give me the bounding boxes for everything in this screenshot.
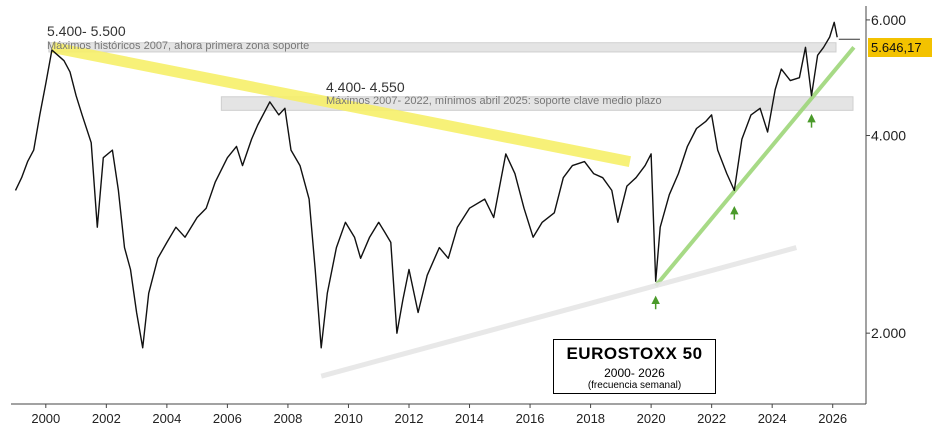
x-tick-label: 2026 (818, 411, 847, 426)
last-price-label: 5.646,17 (871, 40, 922, 55)
chart-period: 2000- 2026 (604, 366, 665, 380)
y-tick-label: 2.000 (871, 325, 906, 341)
support-arrow-icon (730, 205, 739, 220)
chart-title-box: EUROSTOXX 50 2000- 2026 (frecuencia sema… (553, 339, 716, 394)
long-term-trendline (320, 245, 798, 379)
chart-title: EUROSTOXX 50 (566, 344, 703, 363)
x-tick-label: 2008 (273, 411, 302, 426)
x-tick-label: 2010 (334, 411, 363, 426)
x-tick-label: 2000 (31, 411, 60, 426)
x-tick-label: 2020 (637, 411, 666, 426)
chart-frequency: (frecuencia semanal) (587, 380, 682, 391)
x-tick-label: 2024 (758, 411, 787, 426)
y-tick-label: 6.000 (871, 12, 906, 28)
zone-1-note: Máximos históricos 2007, ahora primera z… (47, 40, 309, 52)
x-tick-label: 2022 (697, 411, 726, 426)
x-tick-label: 2004 (152, 411, 181, 426)
zone-2-note: Máximos 2007- 2022, mínimos abril 2025: … (326, 95, 662, 107)
x-tick-label: 2012 (395, 411, 424, 426)
zone-1-label: 5.400- 5.500 (47, 23, 126, 39)
support-zone-1 (48, 42, 837, 53)
x-tick-label: 2016 (516, 411, 545, 426)
resistance-trendline (50, 41, 631, 168)
x-tick-label: 2018 (576, 411, 605, 426)
support-trendline (654, 46, 856, 288)
x-tick-label: 2006 (213, 411, 242, 426)
last-price-tag: 5.646,17 (868, 38, 932, 57)
x-tick-label: 2014 (455, 411, 484, 426)
price-line (14, 21, 838, 349)
plot-frame (11, 6, 867, 405)
support-arrow-icon (807, 113, 816, 128)
x-tick-label: 2002 (92, 411, 121, 426)
zone-2-label: 4.400- 4.550 (326, 79, 405, 95)
y-tick-label: 4.000 (871, 128, 906, 144)
support-arrow-icon (651, 295, 660, 310)
